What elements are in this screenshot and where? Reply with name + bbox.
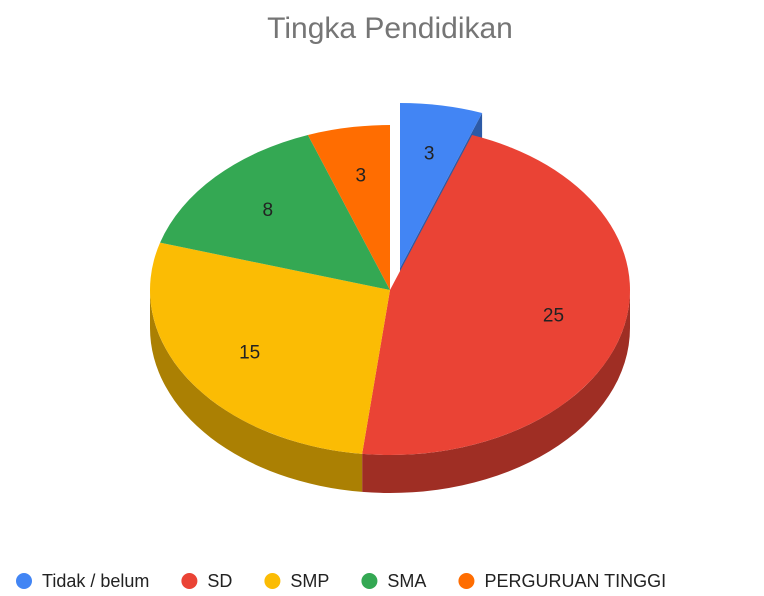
slice-side <box>362 290 631 493</box>
slice <box>149 242 390 454</box>
slice <box>160 134 390 290</box>
data-label: 3 <box>424 143 435 164</box>
legend-label: SD <box>207 571 232 591</box>
legend-label: Tidak / belum <box>42 571 149 591</box>
data-label: 8 <box>263 200 274 221</box>
legend-marker <box>16 573 32 589</box>
slice-side <box>150 290 363 492</box>
legend-marker <box>181 573 198 589</box>
slice <box>400 103 483 268</box>
legend-marker <box>264 573 281 589</box>
data-label: 25 <box>543 306 564 327</box>
slice <box>307 125 390 290</box>
legend-label: SMA <box>387 571 426 591</box>
legend-marker <box>361 573 378 589</box>
legend-label: PERGURUAN TINGGI <box>484 571 666 591</box>
data-label: 15 <box>239 342 260 363</box>
slice <box>362 134 631 456</box>
legend-label: SMP <box>290 571 329 591</box>
chart-title: Tingka Pendidikan <box>267 12 513 45</box>
data-label: 3 <box>356 165 367 186</box>
legend-marker <box>458 573 475 589</box>
